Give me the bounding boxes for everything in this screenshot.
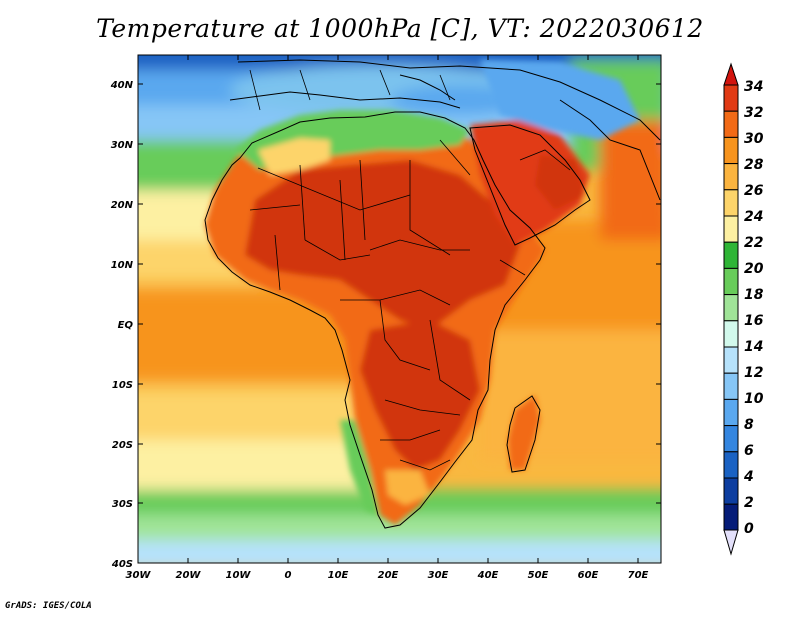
map-frame [137, 54, 662, 564]
map-title: Temperature at 1000hPa [C], VT: 20220306… [96, 14, 704, 43]
colorbar-label-20: 20 [744, 261, 764, 277]
colorbar-label-10: 10 [744, 391, 764, 407]
colorbar-swatch [723, 372, 739, 400]
country-borders [249, 69, 571, 471]
colorbar-label-6: 6 [744, 443, 754, 459]
lat-label-20n: 20N [111, 200, 134, 211]
colorbar-swatch [723, 294, 739, 322]
lon-label-60e: 60E [578, 570, 599, 581]
coastlines [204, 59, 661, 529]
colorbar-under-triangle [723, 529, 739, 556]
colorbar-label-2: 2 [744, 495, 754, 511]
colorbar-swatch [723, 110, 739, 138]
colorbar-label-18: 18 [744, 287, 764, 303]
temperature-field [138, 55, 661, 563]
lat-label-40n: 40N [110, 80, 134, 91]
lon-label-30w: 30W [126, 570, 152, 581]
lon-label-40e: 40E [477, 570, 499, 581]
lon-label-30e: 30E [428, 570, 449, 581]
colorbar-swatch [723, 136, 739, 165]
colorbar-swatch [723, 163, 739, 191]
colorbar-swatch [723, 503, 739, 531]
longitude-axis: 30W 20W 10W 0 10E 20E 30E 40E 50E 60E 70… [126, 55, 649, 581]
colorbar-label-16: 16 [744, 313, 764, 329]
colorbar-swatch [723, 241, 739, 269]
colorbar-swatch [723, 267, 739, 296]
colorbar-label-32: 32 [744, 105, 763, 121]
lon-label-10w: 10W [226, 570, 252, 581]
colorbar-over-triangle [723, 62, 739, 86]
lon-label-10e: 10E [328, 570, 349, 581]
grads-credit: GrADS: IGES/COLA [5, 601, 92, 611]
lat-label-20s: 20S [112, 440, 133, 451]
colorbar-label-26: 26 [744, 183, 764, 199]
colorbar-label-8: 8 [744, 417, 754, 433]
colorbar-label-28: 28 [744, 157, 764, 173]
lat-label-30n: 30N [111, 140, 134, 151]
lon-label-20w: 20W [176, 570, 202, 581]
colorbar-swatch [723, 215, 739, 243]
lon-label-70e: 70E [628, 570, 649, 581]
lon-label-20e: 20E [378, 570, 399, 581]
lon-label-0: 0 [285, 570, 292, 581]
colorbar-label-30: 30 [744, 131, 764, 147]
colorbar-label-4: 4 [743, 469, 754, 485]
colorbar-swatch [723, 477, 739, 505]
colorbar: 34 32 30 28 26 24 22 20 18 16 14 12 10 8… [723, 62, 764, 556]
lon-label-50e: 50E [528, 570, 549, 581]
lat-label-10n: 10N [111, 260, 134, 271]
colorbar-swatch [723, 398, 739, 427]
colorbar-swatch [723, 451, 739, 479]
colorbar-label-24: 24 [744, 209, 763, 225]
lat-label-40s: 40S [111, 559, 133, 570]
colorbar-swatch [723, 425, 739, 453]
colorbar-label-0: 0 [744, 521, 754, 537]
colorbar-label-12: 12 [744, 365, 763, 381]
colorbar-swatch [723, 320, 739, 348]
colorbar-label-22: 22 [744, 235, 763, 251]
colorbar-swatch [723, 189, 739, 217]
lat-label-10s: 10S [112, 380, 133, 391]
colorbar-label-34: 34 [744, 79, 763, 95]
latitude-axis: 40N 30N 20N 10N EQ 10S 20S 30S 40S [110, 80, 661, 570]
colorbar-swatch [723, 346, 739, 374]
colorbar-label-14: 14 [744, 339, 763, 355]
lat-label-eq: EQ [118, 320, 134, 331]
lat-label-30s: 30S [112, 499, 133, 510]
colorbar-swatch [723, 84, 739, 112]
